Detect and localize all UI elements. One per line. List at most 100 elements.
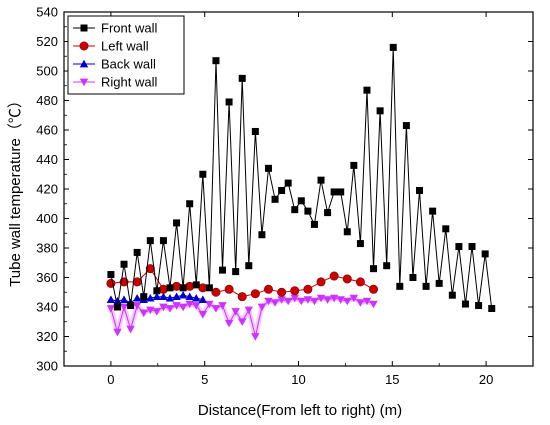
data-point (232, 268, 240, 276)
data-point (369, 284, 379, 294)
y-tick-label: 300 (36, 359, 58, 374)
data-point (363, 86, 371, 94)
data-point (179, 284, 187, 292)
y-tick-label: 500 (36, 64, 58, 79)
data-point (329, 271, 339, 281)
legend-label: Front wall (101, 21, 157, 36)
series-right-wall (106, 294, 378, 341)
data-point (277, 287, 287, 297)
x-tick-label: 5 (201, 372, 208, 387)
data-point (396, 282, 404, 290)
data-point (290, 294, 299, 303)
data-point (310, 297, 319, 306)
data-point (198, 311, 208, 319)
data-point (106, 305, 116, 313)
data-point (158, 284, 168, 294)
axis-layer: 3003203403603804004204404604805005205400… (36, 5, 534, 387)
data-point (270, 299, 280, 307)
legend-item: Left wall (73, 39, 149, 54)
legend-label: Left wall (101, 39, 149, 54)
data-point (303, 296, 313, 304)
series-front-wall (107, 43, 496, 312)
data-point (172, 292, 181, 301)
y-tick-label: 520 (36, 34, 58, 49)
data-point (455, 243, 463, 251)
data-point (283, 297, 293, 306)
data-point (211, 287, 221, 297)
data-point (271, 195, 279, 203)
data-point (119, 303, 129, 312)
data-point (310, 220, 318, 228)
data-point (330, 188, 338, 196)
data-point (290, 286, 300, 296)
data-point (159, 303, 168, 312)
data-point (316, 294, 326, 303)
data-point (277, 296, 286, 304)
data-point (402, 122, 410, 130)
data-point (127, 302, 135, 310)
data-point (199, 170, 207, 178)
data-point (251, 127, 259, 135)
data-point (172, 302, 181, 310)
data-point (186, 200, 194, 208)
legend-item: Back wall (73, 57, 156, 72)
data-point (198, 295, 208, 303)
data-point (297, 197, 305, 205)
data-point (343, 228, 351, 236)
data-point (355, 277, 365, 287)
data-point (316, 277, 326, 287)
legend-marker (80, 24, 88, 32)
data-point (461, 300, 469, 308)
y-tick-label: 400 (36, 211, 58, 226)
data-point (244, 306, 253, 315)
legend-marker (79, 59, 89, 68)
y-tick-label: 340 (36, 300, 58, 315)
data-point (192, 293, 201, 302)
legend-marker (79, 41, 89, 51)
data-point (140, 293, 148, 301)
data-point (159, 237, 167, 245)
data-point (250, 289, 260, 299)
data-point (488, 304, 496, 312)
data-point (304, 207, 312, 215)
data-point (442, 225, 450, 233)
data-point (376, 107, 384, 115)
data-point (468, 243, 476, 251)
data-point (349, 294, 359, 303)
data-point (264, 297, 273, 306)
data-point (172, 281, 182, 291)
data-point (481, 250, 489, 258)
data-point (238, 318, 247, 326)
data-point (185, 292, 194, 301)
data-point (133, 248, 141, 256)
x-tick-label: 10 (291, 372, 305, 387)
data-point (369, 300, 378, 309)
data-point (356, 299, 365, 307)
data-point (336, 296, 345, 304)
data-point (383, 262, 391, 270)
data-point (198, 283, 208, 293)
legend-marker (79, 78, 89, 87)
data-point (263, 284, 273, 294)
data-point (238, 74, 246, 82)
data-point (153, 287, 161, 295)
x-tick-label: 0 (107, 372, 114, 387)
data-point (132, 302, 142, 310)
data-point (218, 302, 227, 310)
data-point (159, 292, 168, 301)
legend: Front wall Left wall Back wall Right wall (67, 15, 185, 95)
data-point (257, 303, 267, 312)
y-tick-label: 540 (36, 5, 58, 20)
data-point (389, 43, 397, 51)
data-point (362, 297, 372, 306)
data-point (422, 282, 430, 290)
data-point (297, 297, 306, 306)
data-point (152, 308, 162, 316)
y-tick-label: 480 (36, 93, 58, 108)
data-point (165, 293, 175, 302)
legend-label: Back wall (101, 57, 156, 72)
data-point (416, 186, 424, 194)
data-point (145, 264, 155, 274)
data-point (132, 293, 142, 302)
data-point (323, 296, 332, 304)
